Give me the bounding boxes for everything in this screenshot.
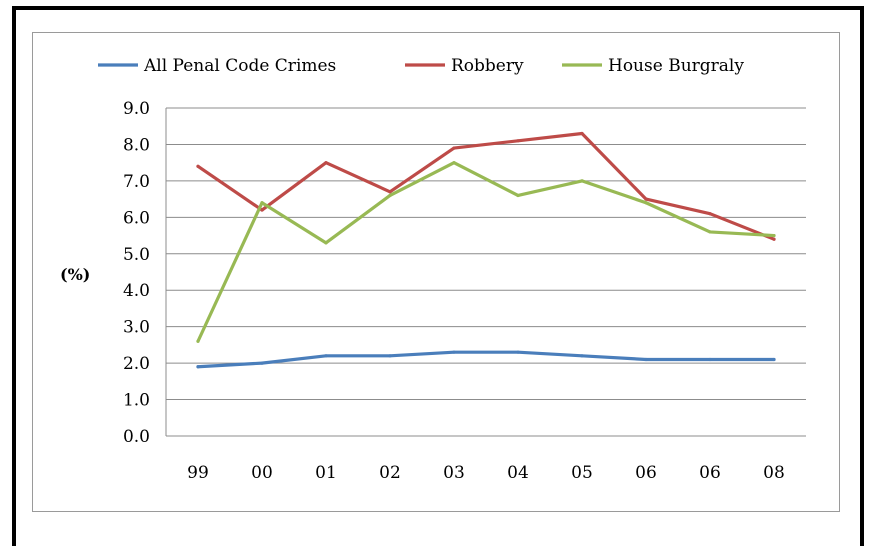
- data-point: [260, 201, 264, 205]
- data-point: [516, 139, 520, 143]
- data-point: [260, 361, 264, 365]
- series-lines: [196, 131, 776, 369]
- data-point: [260, 208, 264, 212]
- legend-label: All Penal Code Crimes: [143, 56, 336, 76]
- x-tick-label: 99: [187, 463, 209, 483]
- data-point: [580, 131, 584, 136]
- legend: All Penal Code Crimes Robbery House Burgra…: [98, 56, 744, 76]
- legend-label: Robbery: [451, 56, 524, 76]
- data-point: [388, 190, 392, 194]
- legend-label: House Burgraly: [608, 56, 744, 76]
- data-point: [324, 354, 328, 358]
- x-tick-label: 01: [315, 463, 337, 483]
- x-tick-label: 06: [699, 463, 721, 483]
- data-point: [388, 193, 392, 198]
- gridlines: [165, 107, 806, 437]
- data-point: [708, 230, 712, 234]
- y-tick-label: 4.0: [123, 281, 150, 301]
- data-point: [452, 146, 456, 150]
- series-line-2: [196, 161, 776, 343]
- data-point: [580, 179, 584, 183]
- y-tick-label: 2.0: [123, 354, 150, 374]
- data-point: [644, 357, 648, 362]
- y-tick-label: 7.0: [123, 172, 150, 192]
- x-tick-label: 04: [507, 463, 529, 483]
- y-tick-label: 1.0: [123, 391, 150, 411]
- data-point: [772, 357, 776, 362]
- y-tick-label: 6.0: [123, 208, 150, 228]
- y-axis-label: (%): [60, 265, 90, 284]
- series-line-0: [196, 350, 776, 369]
- y-tick-label: 5.0: [123, 245, 150, 265]
- data-point: [452, 161, 456, 165]
- data-point: [772, 237, 776, 241]
- data-point: [196, 164, 200, 168]
- x-tick-label: 06: [635, 463, 657, 483]
- x-tick-label: 05: [571, 463, 593, 483]
- data-point: [516, 193, 520, 198]
- x-tick-label: 00: [251, 463, 273, 483]
- y-tick-label: 9.0: [123, 99, 150, 119]
- data-point: [516, 350, 520, 354]
- x-tick-label: 02: [379, 463, 401, 483]
- x-axis-ticks: 99 00 01 02 03 04 05 06 06 08: [187, 463, 785, 483]
- data-point: [324, 241, 328, 245]
- y-axis-ticks: 0.0 1.0 2.0 3.0 4.0 5.0 6.0 7.0 8.0 9.0: [123, 99, 150, 447]
- x-tick-label: 03: [443, 463, 465, 483]
- y-tick-label: 0.0: [123, 427, 150, 447]
- data-point: [580, 354, 584, 358]
- y-tick-label: 3.0: [123, 318, 150, 338]
- data-point: [708, 357, 712, 362]
- data-point: [196, 339, 200, 343]
- y-tick-label: 8.0: [123, 135, 150, 155]
- data-point: [644, 201, 648, 205]
- chart-area: [32, 32, 840, 512]
- series-line-1: [196, 131, 776, 241]
- data-point: [324, 161, 328, 165]
- x-tick-label: 08: [763, 463, 785, 483]
- data-point: [644, 197, 648, 201]
- data-point: [196, 365, 200, 369]
- outer-frame: [12, 6, 864, 546]
- data-point: [388, 354, 392, 358]
- data-point: [772, 233, 776, 238]
- data-point: [708, 212, 712, 216]
- data-point: [452, 350, 456, 354]
